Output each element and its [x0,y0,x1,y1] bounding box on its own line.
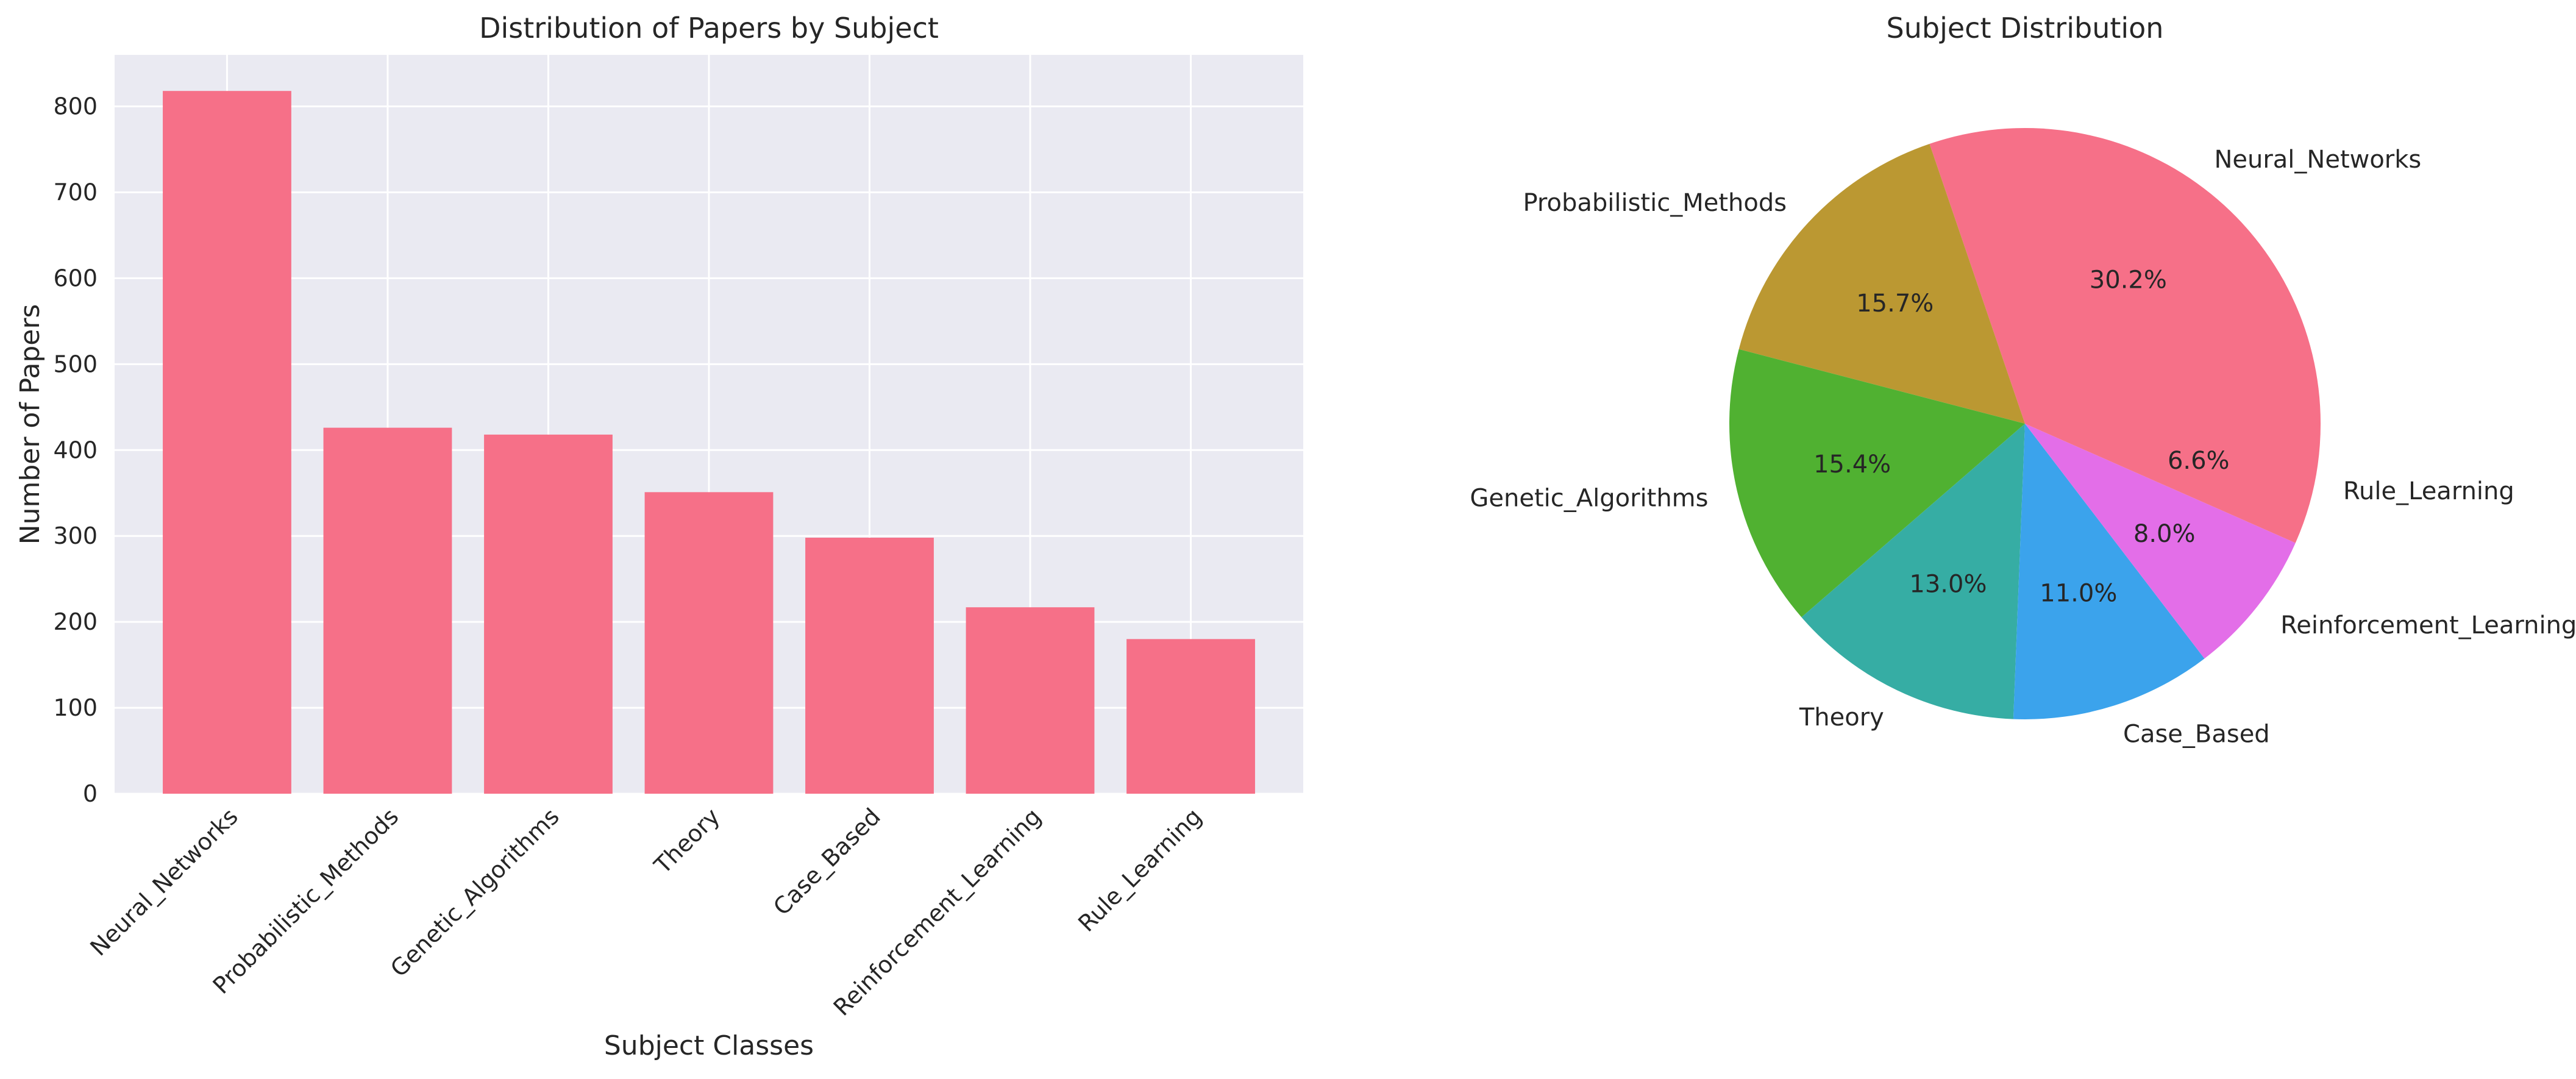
bar-x-tick-label: Probabilistic_Methods [208,803,404,999]
pie-slice [1929,128,2321,424]
pie-slice [2013,424,2205,719]
bar-chart: Distribution of Papers by Subject 0 100 20… [15,12,1303,1061]
bar-y-tick-label: 700 [53,179,98,205]
bar [805,538,934,794]
pie-percent-label: 15.7% [1856,290,1934,318]
pie-percent-label: 15.4% [1813,450,1891,479]
bar-y-tick-label: 300 [53,522,98,549]
bar-x-tick-label: Neural_Networks [85,803,243,961]
bar [323,427,452,794]
bar-y-tick-label: 400 [53,436,98,463]
bar-y-ticks: 0 100 200 300 400 500 600 700 800 [53,93,98,807]
pie-slice [2025,424,2321,543]
pie-category-label: Genetic_Algorithms [1470,484,1708,512]
bar-x-tick-label: Theory [649,803,725,879]
pie-percent-label: 13.0% [1909,570,1987,598]
bar-x-tick-label: Genetic_Algorithms [385,803,564,982]
pie-chart-title: Subject Distribution [1887,12,2164,45]
pie-slice [2025,424,2296,659]
pie-percent-label: 30.2% [2090,266,2167,294]
pie-category-label: Rule_Learning [2343,477,2514,505]
pie-chart: Subject Distribution 30.2% 15.7% 15.4% 13.0… [1470,12,2576,749]
bar-chart-title: Distribution of Papers by Subject [479,12,939,45]
pie-slice [1801,424,2025,719]
pie-slice [1729,349,2025,618]
pie-percent-label: 8.0% [2133,520,2196,548]
pie-category-labels: Neural_Networks Probabilistic_Methods Gene… [1470,146,2576,748]
bar [484,434,613,794]
bar-x-axis-label: Subject Classes [604,1030,814,1061]
pie-slices [1729,128,2321,719]
bar-y-tick-label: 600 [53,265,98,291]
bar-y-tick-label: 200 [53,608,98,635]
bar-x-tick-label: Rule_Learning [1073,803,1207,937]
pie-category-label: Case_Based [2123,721,2270,749]
bar-y-tick-label: 100 [53,694,98,721]
pie-percent-label: 6.6% [2168,447,2230,475]
pie-category-label: Theory [1799,703,1884,732]
bar [1126,639,1255,794]
bar-y-tick-label: 800 [53,93,98,120]
bar [966,607,1095,794]
pie-category-label: Reinforcement_Learning [2280,611,2576,639]
pie-percent-label: 11.0% [2040,579,2117,607]
pie-slice [1738,143,2025,424]
bar-y-tick-label: 0 [83,780,98,807]
bar-y-tick-label: 500 [53,351,98,377]
pie-percent-labels: 30.2% 15.7% 15.4% 13.0% 11.0% 8.0% 6.6% [1813,266,2229,607]
bar [644,492,774,794]
pie-category-label: Probabilistic_Methods [1523,189,1787,217]
bar-y-axis-label: Number of Papers [15,304,46,545]
bar-x-tick-label: Case_Based [768,803,886,921]
bar-marks [163,91,1255,794]
bar [163,91,291,794]
bar-x-ticks: Neural_NetworksProbabilistic_MethodsGene… [85,803,1206,1021]
pie-category-label: Neural_Networks [2214,146,2421,174]
